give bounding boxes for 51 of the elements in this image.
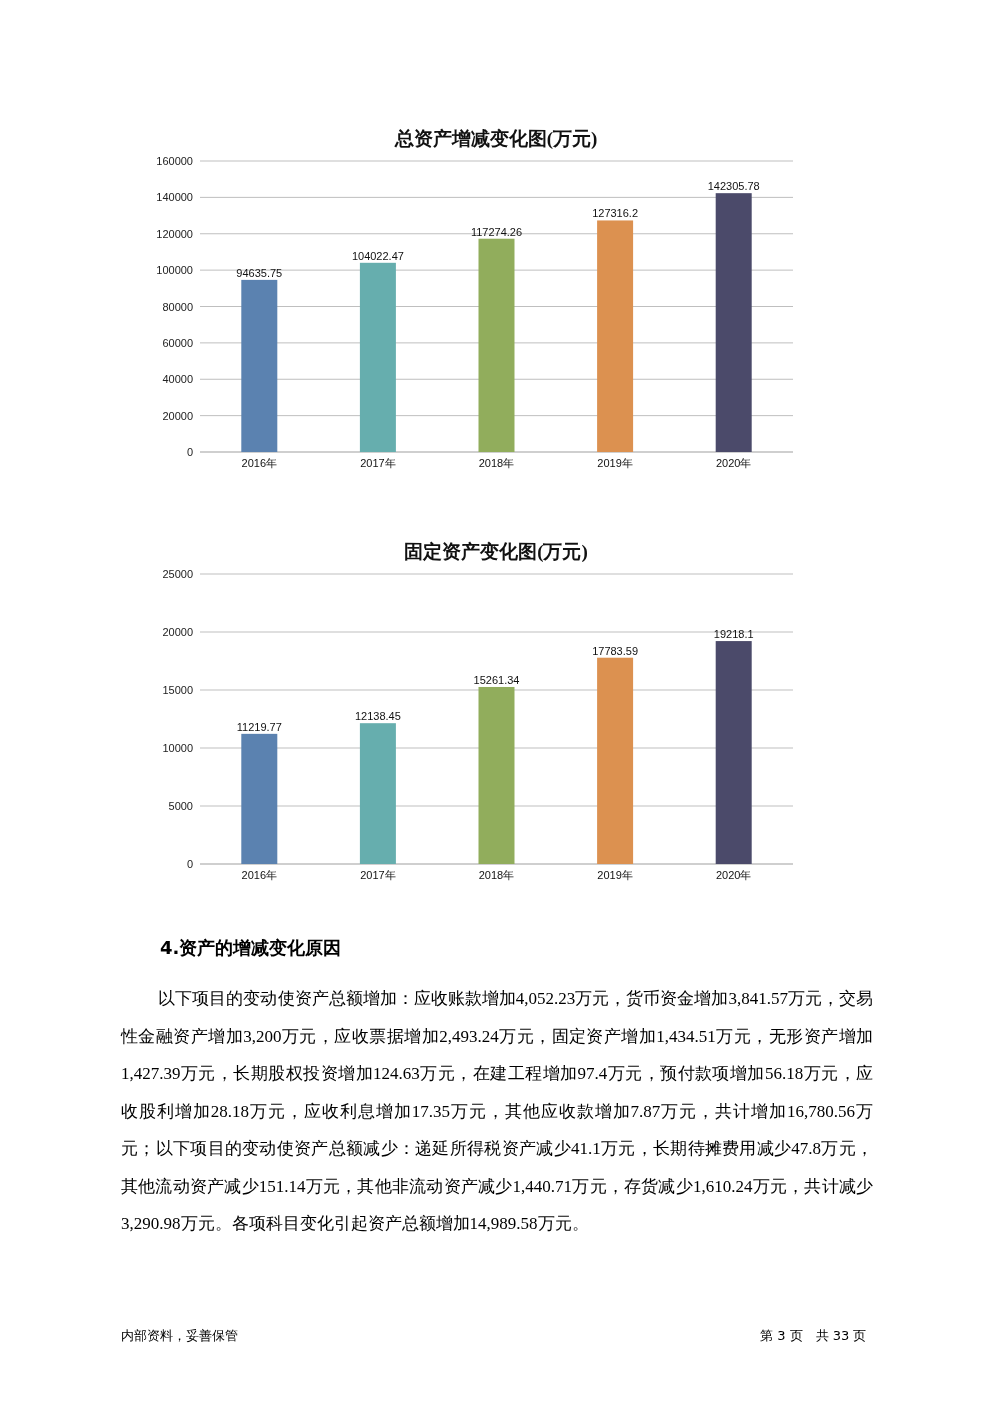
y-tick-label: 0 bbox=[186, 446, 193, 458]
y-tick-label: 25000 bbox=[162, 568, 193, 580]
data-label: 19218.1 bbox=[713, 628, 754, 641]
text: 以下项目的变动使资产总额增加：应收账款增加4,052.23万元，货币资金增加3,841.57万元，交易性金融资产增加3,200万元，应收票据增加2,493.24万元，固定资产增加1,434.51万元，无形资产增加1,427.39万元，长期股权投资增加124.63万元，在建工程增加97.4万元，预付款项增加56.18万元，应收股利增加28.18万元，应收利息增加17.35万元，其他应收款增加7.87万元，共计增加16,780.56万元；以下项目的变动使资产总额减少：递延所得税资产减少41.1万元，长期待摊费用减少47.8万元，其他流动资产减少151.14万元，其他非流动资产减少1,440.71万元，存货减少1,610.24万元，共计减少3,290.98万元。各项科目变化引起资产总额增加14,989.58万元。 bbox=[121, 988, 873, 1235]
bar bbox=[359, 262, 396, 452]
x-tick-label: 2019年 bbox=[597, 869, 633, 881]
data-label: 104022.47 bbox=[351, 249, 404, 262]
chart-title: 总资产增减变化图(万元) bbox=[393, 128, 598, 150]
y-tick-label: 80000 bbox=[162, 300, 193, 313]
bar bbox=[597, 220, 634, 452]
x-tick-label: 2019年 bbox=[597, 457, 633, 469]
x-tick-label: 2018年 bbox=[478, 869, 515, 881]
data-label: 15261.34 bbox=[473, 673, 520, 686]
x-tick-label: 2018年 bbox=[478, 457, 515, 469]
y-tick-label: 20000 bbox=[162, 409, 193, 422]
y-tick-label: 140000 bbox=[156, 191, 193, 204]
bar bbox=[715, 193, 752, 452]
bar bbox=[597, 657, 634, 864]
bar bbox=[715, 641, 752, 864]
y-tick-label: 40000 bbox=[162, 373, 193, 386]
y-tick-label: 120000 bbox=[156, 227, 193, 240]
data-label: 12138.45 bbox=[354, 710, 401, 723]
x-tick-label: 2020年 bbox=[715, 869, 752, 881]
bar bbox=[241, 733, 278, 864]
y-tick-label: 20000 bbox=[162, 626, 193, 638]
text: 4.资产的增减变化原因 bbox=[160, 936, 342, 960]
x-tick-label: 2020年 bbox=[715, 457, 752, 469]
bar bbox=[241, 279, 278, 452]
x-tick-label: 2016年 bbox=[241, 457, 278, 469]
y-tick-label: 0 bbox=[186, 858, 193, 870]
data-label: 142305.78 bbox=[707, 180, 760, 193]
x-tick-label: 2016年 bbox=[241, 869, 278, 881]
data-label: 127316.2 bbox=[592, 207, 639, 220]
x-tick-label: 2017年 bbox=[360, 457, 396, 469]
bar bbox=[359, 723, 396, 864]
y-tick-label: 60000 bbox=[162, 336, 193, 349]
y-tick-label: 15000 bbox=[162, 684, 193, 696]
data-label: 94635.75 bbox=[236, 266, 283, 279]
bar bbox=[478, 238, 515, 452]
y-tick-label: 5000 bbox=[168, 800, 193, 812]
y-tick-label: 100000 bbox=[156, 264, 193, 277]
data-label: 11219.77 bbox=[236, 720, 282, 733]
y-tick-label: 10000 bbox=[162, 742, 193, 754]
data-label: 17783.59 bbox=[592, 644, 639, 657]
text: 内部资料，妥善保管 bbox=[121, 1327, 238, 1345]
data-label: 117274.26 bbox=[470, 225, 523, 238]
text: 第 3 页 共 33 页 bbox=[760, 1327, 867, 1345]
y-tick-label: 160000 bbox=[156, 155, 193, 167]
chart-title: 固定资产变化图(万元) bbox=[404, 541, 588, 563]
x-tick-label: 2017年 bbox=[360, 869, 396, 881]
bar bbox=[478, 686, 515, 864]
